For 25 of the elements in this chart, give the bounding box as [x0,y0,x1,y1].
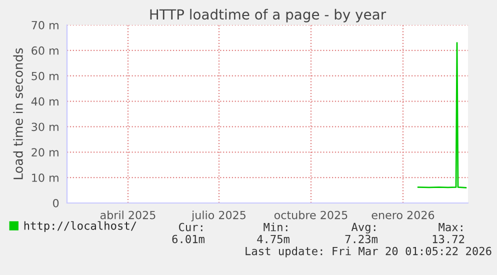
x-tick-label: enero 2026 [372,210,434,220]
text: Avg: [351,222,376,234]
text: Cur: [178,222,202,232]
y-tick-label: 30 m [32,122,58,132]
text: 6.01m [172,234,204,244]
line-series [417,42,467,188]
x-tick-label: abril 2025 [100,210,156,220]
chart-title: HTTP loadtime of a page - by year [150,8,386,22]
text: 4.75m [257,234,290,244]
y-axis-title: Load time in seconds [13,48,23,180]
text: Last update: Fri Mar 20 01:05:22 2026 [246,246,492,258]
text: 7.23m [345,234,378,244]
x-tick-label: julio 2025 [191,210,246,222]
y-tick-label: 50 m [32,72,58,80]
x-tick-label: octubre 2025 [274,210,348,220]
y-tick-label: 10 m [32,174,58,182]
y-tick-label: 40 m [31,97,58,106]
y-tick-label: 20 m [32,148,58,157]
text: Min: [264,222,288,232]
text: 13.72 [432,234,464,244]
text: Max: [438,222,462,232]
y-tick-label: 0 [53,198,59,208]
y-tick-label: 60 m [32,46,58,55]
y-tick-label: 70 m [32,20,58,30]
legend-label: http://localhost/ [24,221,136,232]
